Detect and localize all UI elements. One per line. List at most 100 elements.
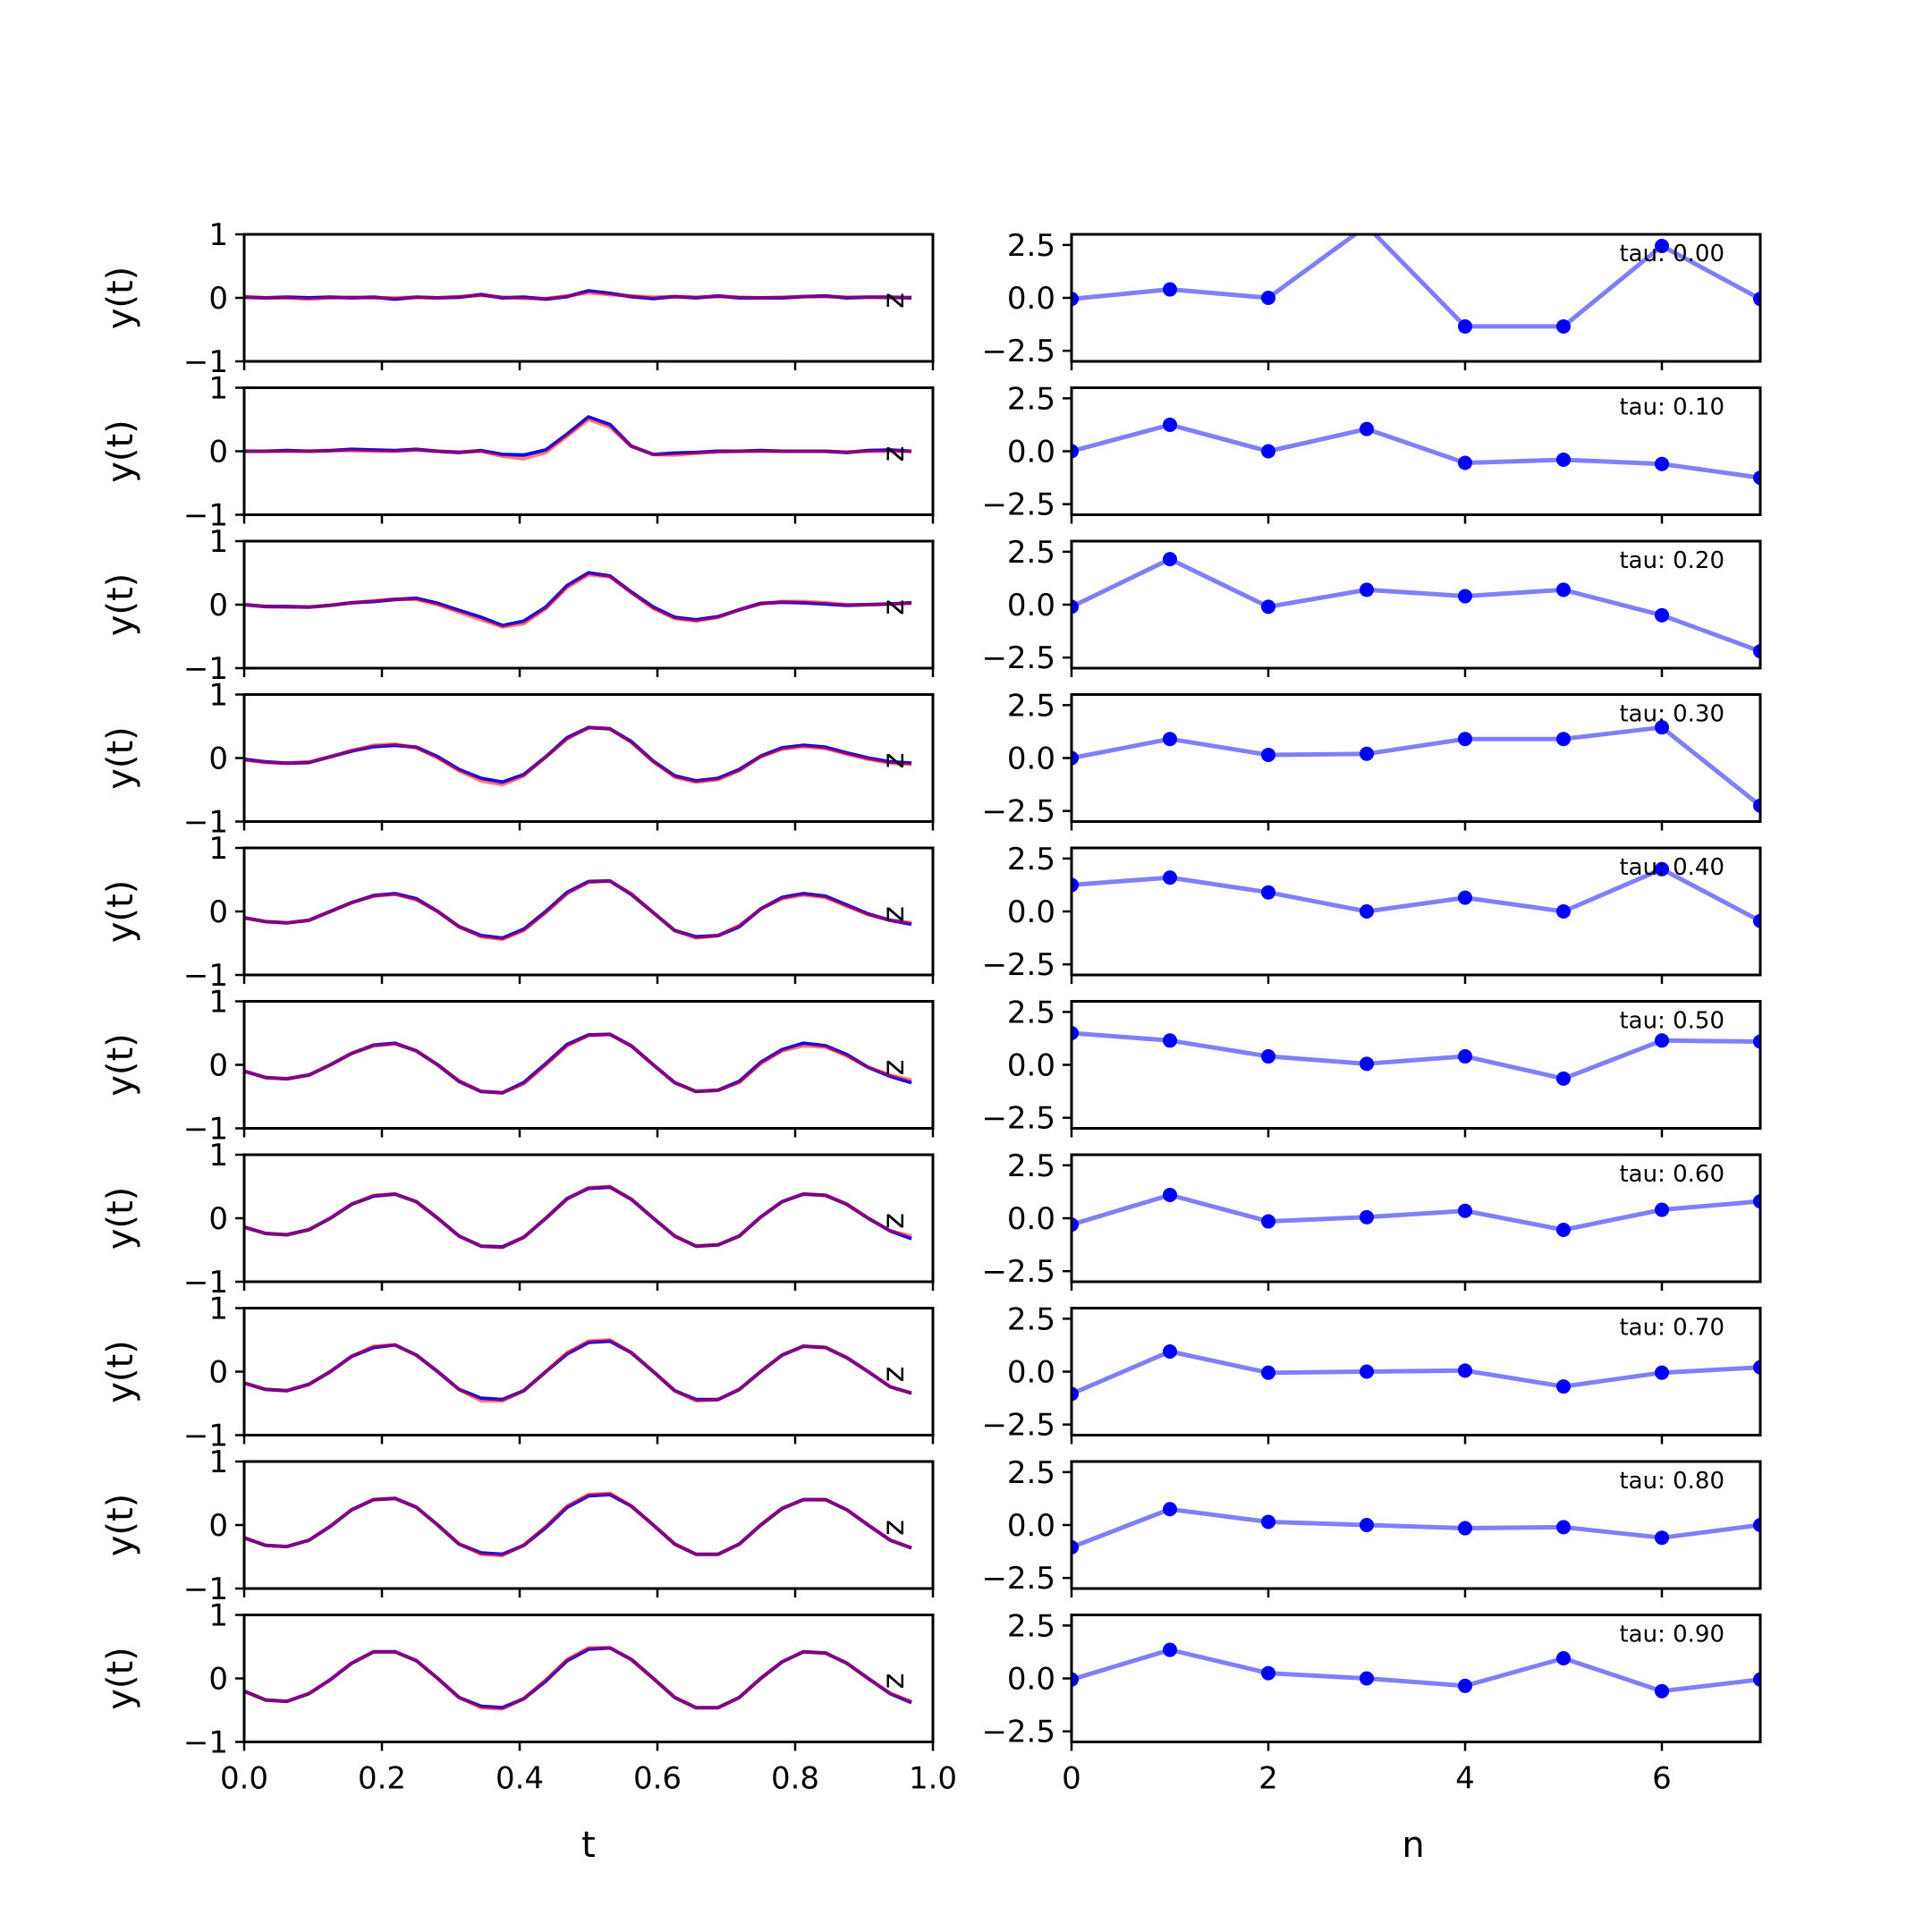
right-series-group-2 <box>1072 552 1760 659</box>
right-series-group-4 <box>1072 861 1760 928</box>
coefficient-point <box>1072 599 1079 614</box>
left-subplot-7: −1 0 1 y(t) z <box>100 1292 935 1454</box>
coefficient-point <box>1261 1665 1275 1681</box>
coefficient-point <box>1072 292 1079 307</box>
coefficient-point <box>1163 1033 1177 1048</box>
blue-series-line <box>244 1492 912 1556</box>
coefficient-line <box>1072 1030 1760 1081</box>
right-series-group-1 <box>1072 417 1760 486</box>
coefficient-point <box>1360 1518 1374 1532</box>
right-subplot-4: 2.5 0.0 −2.5 tau: 0.40 <box>981 842 1762 984</box>
left-axes-frame-7 <box>242 1307 935 1436</box>
right-ytick-label: −2.5 <box>981 1254 1055 1290</box>
tau-label: tau: 0.60 <box>1619 1161 1724 1188</box>
blue-series-line <box>244 1032 912 1095</box>
coefficient-point <box>1360 219 1374 233</box>
left-ytick-label: 1 <box>208 678 228 714</box>
left-ytick-label: 0 <box>208 894 228 930</box>
coefficient-point <box>1072 877 1079 893</box>
coefficient-point <box>1753 913 1760 928</box>
right-ytick-label: 0.0 <box>1007 741 1055 777</box>
left-ytick-label: 1 <box>208 371 228 407</box>
left-ytick-label: −1 <box>183 1419 228 1454</box>
left-axes-frame-3 <box>242 693 935 823</box>
coefficient-point <box>1163 1502 1177 1517</box>
right-xtick-label: 0 <box>1062 1761 1081 1797</box>
tau-label: tau: 0.00 <box>1619 241 1724 267</box>
right-ytick-label: −2.5 <box>981 1101 1055 1137</box>
left-axes-frame-8 <box>242 1460 935 1590</box>
right-xtick-label: 6 <box>1652 1761 1672 1797</box>
coefficient-point <box>1556 1071 1571 1086</box>
coefficient-point <box>1072 1386 1079 1402</box>
coefficient-point <box>1655 239 1669 254</box>
blue-series-line <box>244 725 912 784</box>
right-ytick-label: 0.0 <box>1007 1355 1055 1391</box>
right-subplot-5: 2.5 0.0 −2.5 tau: 0.50 <box>981 995 1762 1138</box>
red-series-line <box>244 572 912 629</box>
right-ytick-label: 0.0 <box>1007 894 1055 930</box>
coefficient-point <box>1360 1056 1374 1072</box>
left-axes-frame-5 <box>242 1000 935 1130</box>
coefficient-point <box>1458 1203 1472 1218</box>
right-ytick-label: 2.5 <box>1007 995 1055 1030</box>
left-series-group-4 <box>244 878 912 942</box>
coefficient-point <box>1072 444 1079 459</box>
coefficient-line <box>1072 1192 1760 1233</box>
right-ytick-label: 2.5 <box>1007 228 1055 264</box>
coefficient-point <box>1556 452 1571 467</box>
right-ytick-label: 0.0 <box>1007 281 1055 317</box>
side-z-label: z <box>876 1520 911 1536</box>
left-series-group-3 <box>244 725 912 787</box>
coefficient-point <box>1753 470 1760 486</box>
left-series-group-5 <box>244 1032 912 1095</box>
tau-label: tau: 0.50 <box>1619 1008 1724 1035</box>
left-y-axis-title: y(t) <box>100 1033 141 1097</box>
left-xtick-label: 0.0 <box>220 1761 268 1797</box>
coefficient-point <box>1163 870 1177 886</box>
blue-series-line <box>244 1646 912 1710</box>
coefficient-point <box>1360 582 1374 597</box>
coefficient-point <box>1753 292 1760 307</box>
left-series-group-2 <box>244 571 912 629</box>
left-ytick-label: 1 <box>208 831 228 867</box>
left-y-axis-title: y(t) <box>100 1494 141 1557</box>
coefficient-point <box>1556 732 1571 747</box>
coefficient-point <box>1163 282 1177 297</box>
coefficient-point <box>1655 1202 1669 1217</box>
side-z-label: z <box>876 446 911 462</box>
right-ytick-label: −2.5 <box>981 1408 1055 1444</box>
coefficient-point <box>1753 798 1760 813</box>
right-ytick-label: 0.0 <box>1007 1662 1055 1698</box>
left-series-group-6 <box>244 1184 912 1250</box>
right-ytick-label: 2.5 <box>1007 535 1055 571</box>
coefficient-point <box>1163 1344 1177 1360</box>
coefficient-line <box>1072 1648 1760 1694</box>
left-ytick-label: 0 <box>208 1201 228 1237</box>
coefficient-point <box>1261 291 1275 305</box>
left-subplot-9: −1 0 1 0.0 0.2 0.4 0.6 0.8 1.0 y(t) z <box>100 1598 957 1797</box>
right-ytick-label: −2.5 <box>981 794 1055 830</box>
right-series-group-6 <box>1072 1187 1760 1238</box>
coefficient-point <box>1556 582 1571 597</box>
side-z-label: z <box>876 1367 911 1383</box>
left-subplot-1: −1 0 1 y(t) z <box>100 371 935 534</box>
coefficient-point <box>1458 455 1472 470</box>
red-series-line <box>244 1032 912 1095</box>
right-ytick-label: −2.5 <box>981 1715 1055 1750</box>
left-series-group-0 <box>244 289 912 301</box>
left-ytick-label: 0 <box>208 435 228 470</box>
coefficient-point <box>1753 1360 1760 1375</box>
coefficient-point <box>1072 750 1079 766</box>
coefficient-point <box>1261 599 1275 614</box>
left-y-axis-title: y(t) <box>100 1340 141 1403</box>
tau-label: tau: 0.90 <box>1619 1622 1724 1648</box>
side-z-label: z <box>876 292 911 309</box>
left-ytick-label: −1 <box>183 805 228 841</box>
left-ytick-label: −1 <box>183 958 228 994</box>
left-ytick-label: 0 <box>208 1048 228 1084</box>
right-series-group-5 <box>1072 1026 1760 1086</box>
left-xtick-label: 0.6 <box>633 1761 682 1797</box>
coefficient-point <box>1360 1671 1374 1686</box>
